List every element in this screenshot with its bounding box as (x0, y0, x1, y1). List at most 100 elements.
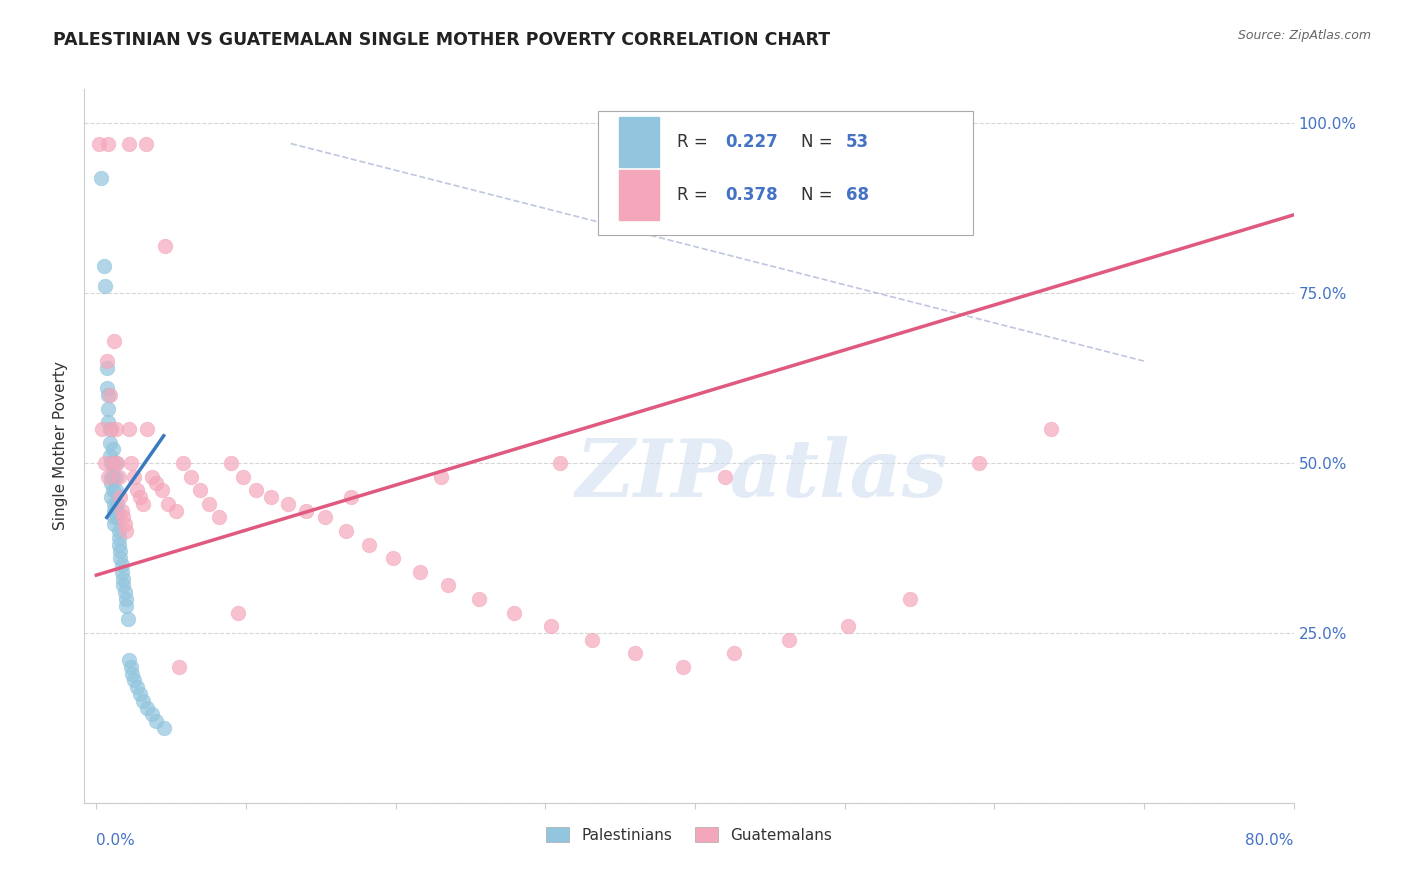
Point (91, 422, 114, 436)
Point (132, 694, 155, 708)
Point (277, 497, 299, 511)
Point (105, 497, 128, 511)
Point (502, 606, 524, 620)
Point (97, 136, 120, 151)
Point (105, 510, 128, 524)
Point (101, 483, 124, 498)
Point (128, 490, 150, 504)
Point (100, 490, 122, 504)
Point (548, 456, 571, 470)
Point (295, 503, 318, 517)
Text: 0.378: 0.378 (725, 186, 778, 204)
Point (339, 490, 361, 504)
Point (101, 469, 124, 483)
Point (111, 503, 134, 517)
Point (104, 469, 127, 483)
Point (112, 578, 135, 592)
Point (98, 388, 121, 402)
Point (228, 606, 250, 620)
Text: N =: N = (801, 186, 838, 204)
Point (112, 572, 135, 586)
Point (188, 483, 211, 498)
Point (100, 469, 122, 483)
Point (723, 646, 745, 660)
Point (232, 469, 254, 483)
Text: Source: ZipAtlas.com: Source: ZipAtlas.com (1237, 29, 1371, 43)
Point (120, 456, 142, 470)
Point (135, 136, 157, 151)
Point (101, 456, 124, 470)
Point (153, 238, 176, 252)
Point (98, 435, 121, 450)
Point (157, 497, 180, 511)
Point (714, 469, 737, 483)
Point (103, 497, 125, 511)
Text: N =: N = (801, 134, 838, 152)
Text: 68: 68 (846, 186, 869, 204)
Point (967, 456, 990, 470)
Point (107, 531, 129, 545)
Legend: Palestinians, Guatemalans: Palestinians, Guatemalans (540, 821, 838, 848)
Text: PALESTINIAN VS GUATEMALAN SINGLE MOTHER POVERTY CORRELATION CHART: PALESTINIAN VS GUATEMALAN SINGLE MOTHER … (53, 31, 831, 49)
Point (111, 565, 134, 579)
Point (101, 442, 124, 457)
Text: ZIPatlas: ZIPatlas (575, 436, 948, 513)
Point (93, 259, 115, 273)
Point (152, 721, 174, 735)
Point (112, 510, 135, 524)
Point (110, 544, 132, 558)
Point (125, 680, 148, 694)
Point (97, 401, 120, 416)
Point (103, 503, 125, 517)
Point (145, 476, 167, 491)
Point (103, 334, 125, 348)
Point (429, 469, 451, 483)
Point (219, 456, 242, 470)
Point (97, 469, 120, 483)
Bar (619, 170, 659, 220)
Point (408, 565, 430, 579)
Point (197, 497, 219, 511)
Point (90, 170, 112, 185)
Point (122, 469, 145, 483)
Point (105, 503, 128, 517)
Text: R =: R = (676, 134, 713, 152)
Point (110, 490, 132, 504)
Point (581, 632, 603, 647)
Point (180, 469, 202, 483)
Point (672, 660, 695, 674)
Point (121, 666, 143, 681)
Point (122, 673, 145, 688)
Point (96, 381, 118, 395)
Point (468, 591, 491, 606)
Point (837, 619, 859, 633)
Point (97, 415, 120, 429)
Point (107, 537, 129, 551)
Point (172, 456, 194, 470)
Text: 0.227: 0.227 (725, 134, 778, 152)
Point (115, 524, 138, 538)
Point (111, 558, 134, 572)
Point (141, 707, 163, 722)
Point (114, 517, 136, 532)
Point (128, 687, 150, 701)
Point (381, 551, 404, 566)
Point (540, 619, 562, 633)
Point (114, 585, 136, 599)
Point (118, 422, 141, 436)
Point (335, 524, 357, 538)
Point (100, 476, 122, 491)
Point (117, 612, 139, 626)
Point (96, 360, 118, 375)
Point (97, 388, 120, 402)
Point (103, 517, 125, 532)
Point (1040, 422, 1063, 436)
Point (94, 279, 117, 293)
Point (89, 136, 111, 151)
Point (115, 591, 138, 606)
Point (245, 483, 267, 498)
Point (141, 469, 163, 483)
Point (314, 510, 336, 524)
Point (118, 653, 141, 667)
Point (136, 422, 159, 436)
